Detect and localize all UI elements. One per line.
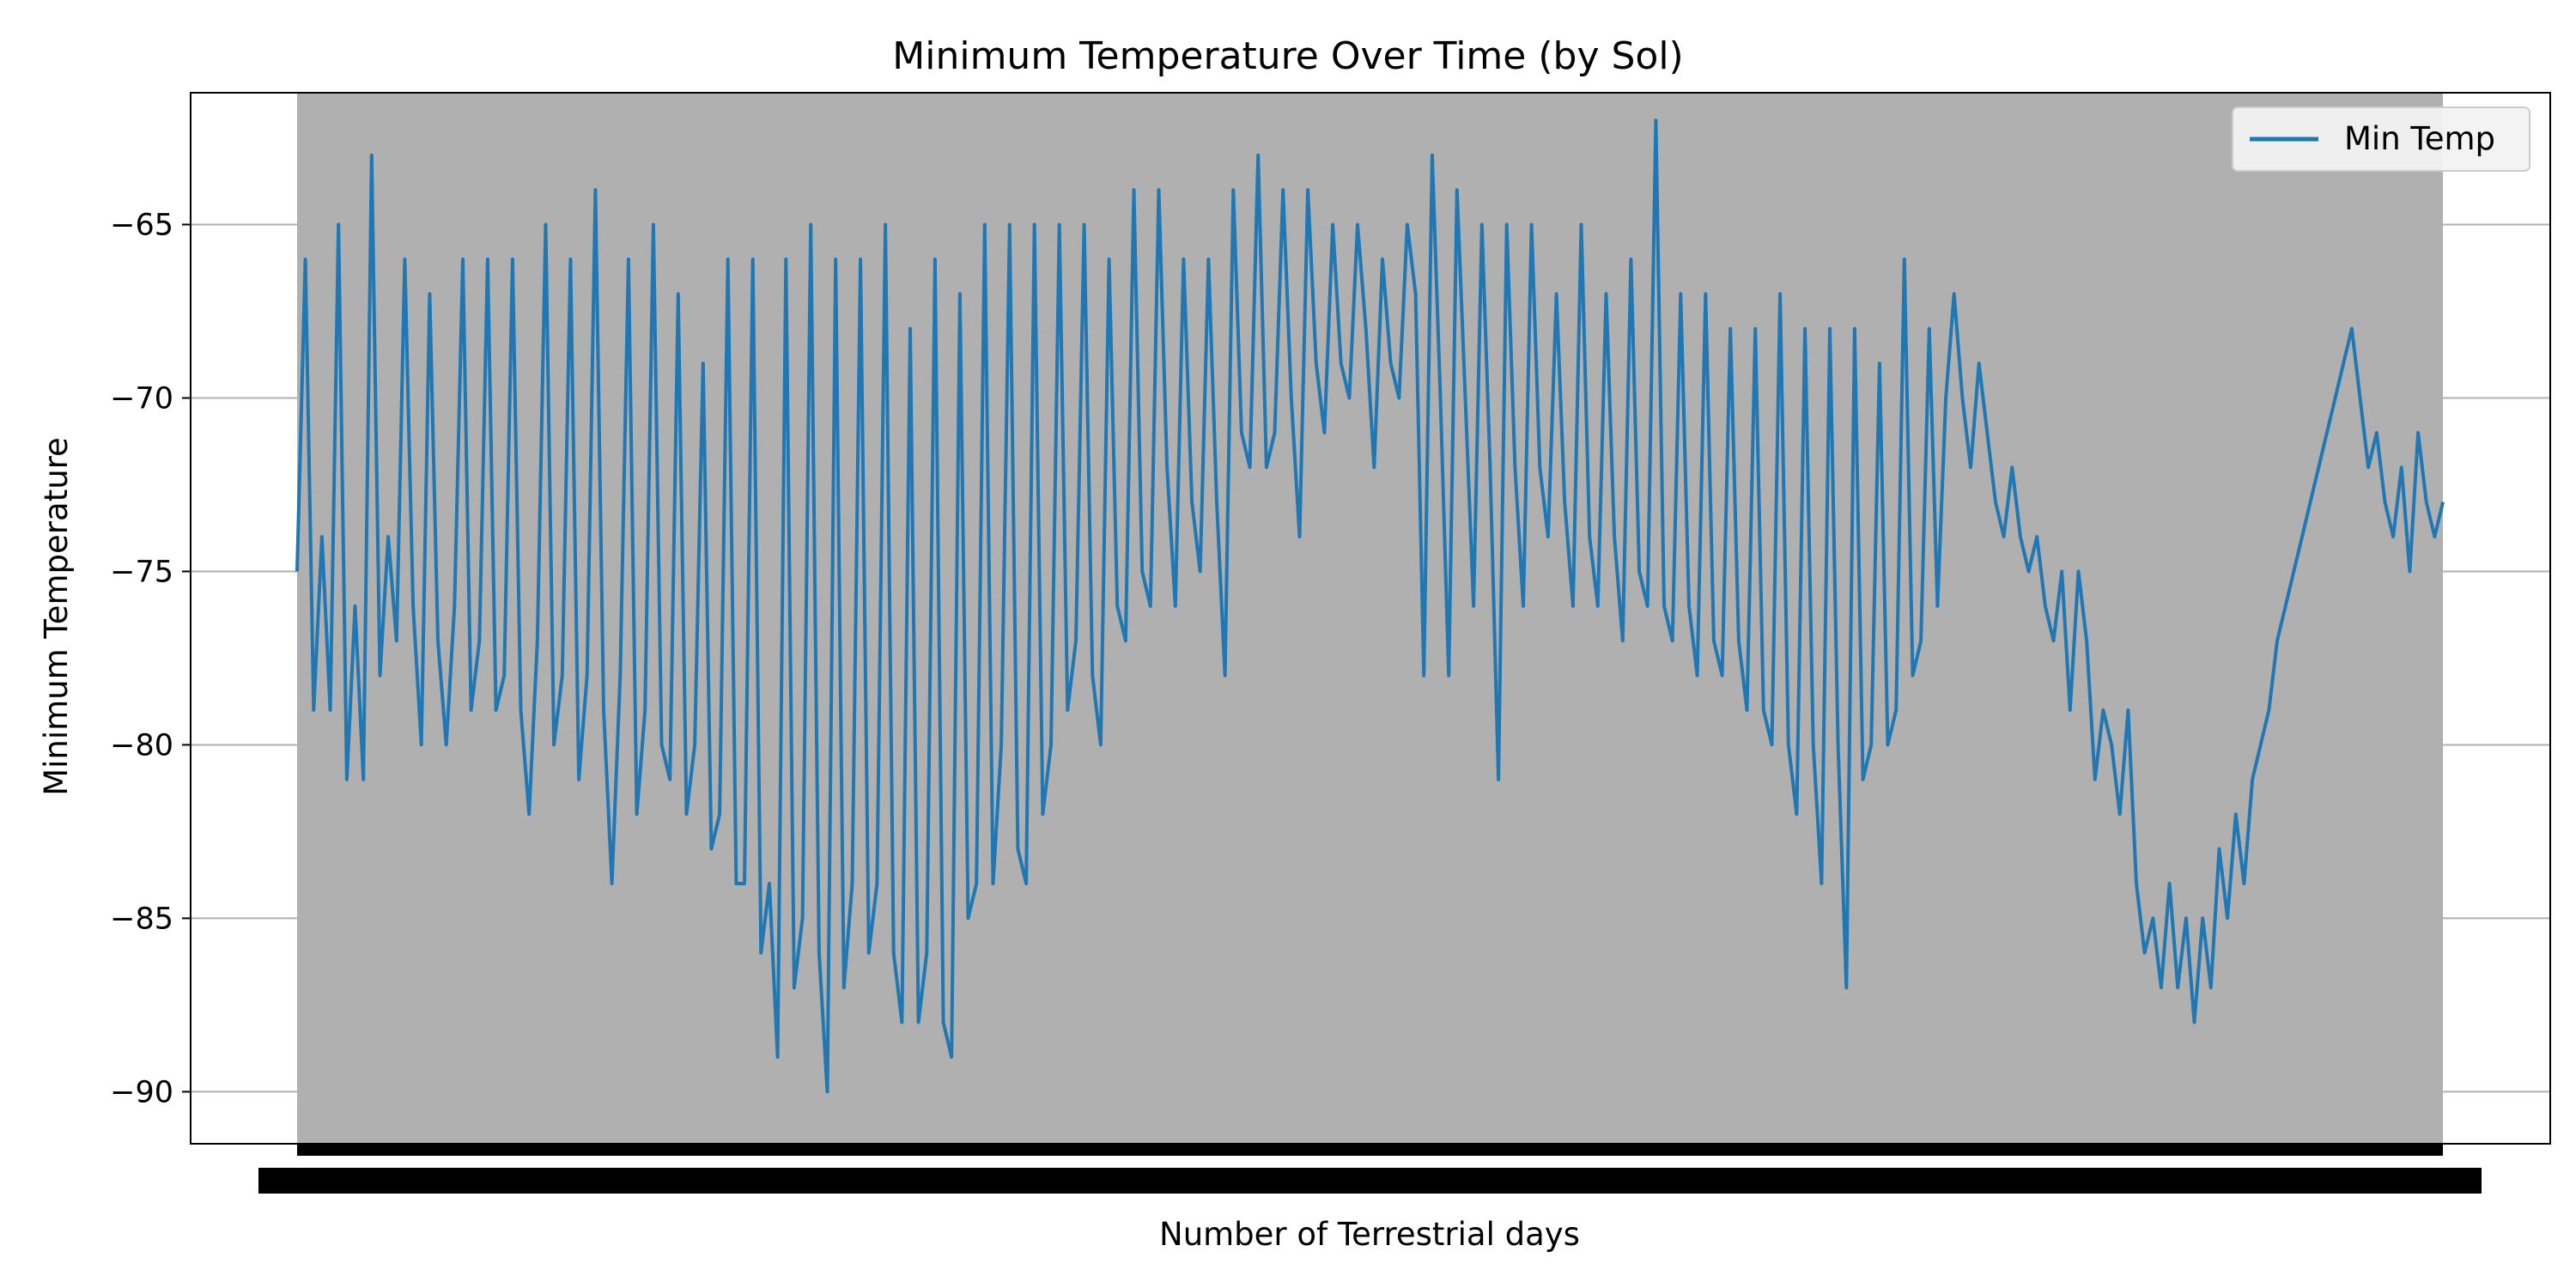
y-tick-label: −70 xyxy=(110,381,173,416)
y-tick-label: −65 xyxy=(110,209,173,243)
legend: Min Temp xyxy=(2232,106,2530,172)
x-tick-marks-band xyxy=(297,1144,2443,1156)
y-axis-ticks: −65 −70 −75 −80 −85 −90 xyxy=(110,209,191,1109)
legend-box xyxy=(2232,106,2530,172)
y-tick-label: −80 xyxy=(110,728,173,762)
legend-label: Min Temp xyxy=(2344,120,2495,157)
x-axis-label: Number of Terrestrial days xyxy=(1159,1216,1580,1253)
plot-area-background xyxy=(297,93,2443,1144)
x-tick-labels xyxy=(258,1144,2482,1194)
x-tick-labels-band xyxy=(258,1168,2482,1194)
y-tick-label: −75 xyxy=(110,555,173,589)
y-axis-label: Minimum Temperature xyxy=(38,437,75,796)
y-tick-label: −85 xyxy=(110,902,173,936)
chart-title: Minimum Temperature Over Time (by Sol) xyxy=(892,34,1683,78)
series-group xyxy=(295,118,2445,1094)
series-line-min-temp xyxy=(295,118,2445,1094)
y-tick-label: −90 xyxy=(110,1075,173,1109)
axes-frame xyxy=(190,92,2551,1145)
